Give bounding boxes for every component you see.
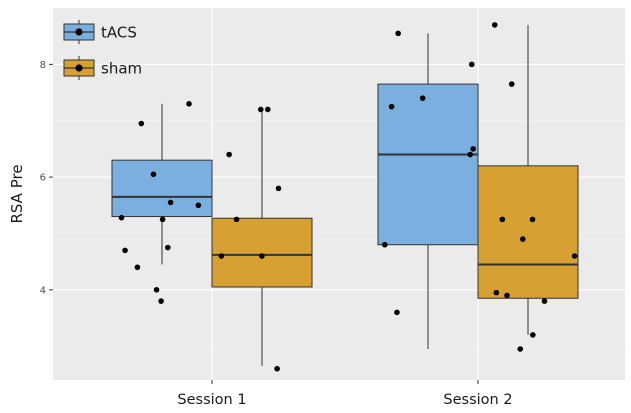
data-point	[159, 216, 166, 223]
data-point	[468, 61, 475, 68]
x-tick-label: Session 1	[177, 392, 246, 408]
data-point	[493, 289, 500, 296]
data-point	[541, 298, 548, 304]
data-point	[491, 22, 498, 28]
box-sham-session-1	[211, 217, 313, 288]
data-point	[118, 214, 125, 221]
x-tick-label: Session 2	[443, 392, 512, 408]
data-point	[571, 253, 578, 259]
data-point	[150, 171, 157, 178]
data-point	[233, 216, 240, 223]
legend-label-tacs: tACS	[101, 24, 137, 42]
data-point	[499, 216, 506, 223]
data-point	[226, 151, 232, 158]
data-point	[134, 264, 141, 271]
data-point	[530, 332, 536, 338]
y-tick-label: 4	[40, 285, 46, 296]
legend-point-sham	[75, 64, 83, 72]
data-point	[419, 95, 426, 101]
y-axis-title: RSA Pre	[8, 164, 26, 223]
data-point	[508, 81, 515, 87]
legend-item-sham: sham	[63, 56, 142, 80]
data-point	[153, 287, 160, 293]
data-point	[395, 30, 401, 37]
data-point	[195, 202, 202, 209]
data-point	[394, 309, 400, 316]
axes: 4 6 8 Session 1 Session 2	[40, 60, 513, 408]
data-point	[504, 292, 510, 299]
legend-item-tacs: tACS	[63, 20, 137, 44]
data-point	[167, 199, 174, 206]
data-point	[470, 146, 476, 152]
legend-label-sham: sham	[101, 60, 142, 78]
data-point	[165, 244, 171, 251]
grid-lines	[53, 8, 625, 380]
data-point	[158, 298, 164, 304]
data-point	[257, 106, 264, 113]
box-tacs-session-1	[111, 159, 213, 218]
data-point	[529, 216, 536, 223]
box-layer	[111, 24, 579, 366]
data-point	[388, 103, 395, 110]
data-point	[275, 185, 282, 192]
data-point	[519, 236, 526, 242]
data-point	[274, 365, 280, 372]
legend-point-tacs	[75, 28, 83, 36]
data-point	[186, 101, 192, 107]
point-layer	[118, 22, 578, 372]
data-point	[467, 151, 473, 158]
data-point	[382, 241, 388, 248]
data-point	[259, 253, 265, 259]
box-sham-session-2	[477, 165, 579, 299]
data-point	[122, 247, 128, 254]
y-tick-label: 6	[40, 173, 46, 184]
data-point	[264, 106, 271, 113]
legend: tACS sham	[63, 20, 142, 80]
box-tacs-session-2	[377, 83, 479, 246]
data-point	[138, 120, 145, 127]
data-point	[517, 346, 524, 352]
y-tick-label: 8	[40, 60, 46, 71]
data-point	[218, 253, 225, 259]
